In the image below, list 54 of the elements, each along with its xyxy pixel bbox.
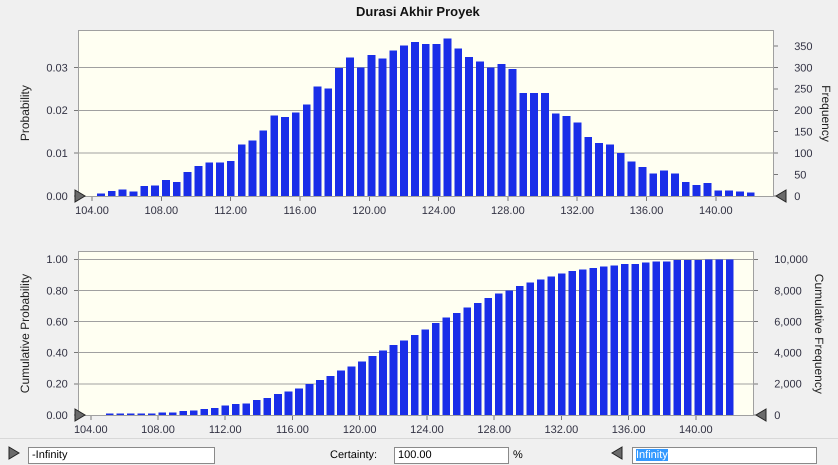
- x-tick-label: 132.00: [544, 424, 578, 436]
- y-axis-title: Cumulative Probability: [18, 274, 32, 394]
- y2-tick-label: 0: [794, 190, 800, 203]
- x-tick-label: 116.00: [276, 424, 309, 436]
- x-tick-label: 120.00: [352, 205, 386, 218]
- x-tick-label: 132.00: [560, 205, 594, 218]
- text: Infinity: [636, 449, 668, 461]
- y2-tick-label: 0: [774, 410, 780, 422]
- x-tick-label: 108.00: [144, 205, 178, 218]
- y2-tick-label: 100: [794, 148, 813, 160]
- y2-tick-label: 300: [794, 62, 813, 74]
- y2-tick-label: 350: [794, 40, 813, 53]
- x-tick-label: 136.00: [612, 424, 646, 436]
- y2-tick-label: 6,000: [774, 316, 802, 328]
- chart-title: Durasi Akhir Proyek: [356, 4, 481, 19]
- text: -Infinity: [32, 449, 68, 461]
- text: 100.00: [398, 449, 432, 461]
- x-tick-label: 124.00: [422, 205, 456, 218]
- x-tick-label: 120.00: [342, 424, 377, 436]
- x-tick-label: 108.00: [141, 424, 175, 436]
- y-tick-label: 0.00: [46, 190, 68, 203]
- y2-tick-label: 4,000: [774, 348, 802, 360]
- x-tick-label: 112.00: [208, 424, 242, 436]
- y-tick-label: 1.00: [46, 254, 68, 266]
- y2-tick-label: 250: [794, 84, 813, 96]
- x-tick-label: 128.00: [491, 205, 525, 218]
- x-tick-label: 136.00: [630, 205, 664, 218]
- y-tick-label: 0.80: [46, 285, 68, 298]
- y-tick-label: 0.02: [46, 105, 68, 118]
- y2-axis-title: Cumulative Frequency: [812, 274, 826, 394]
- y-tick-label: 0.20: [46, 378, 68, 391]
- x-tick-label: 140.00: [679, 424, 713, 436]
- text: %: [513, 448, 523, 463]
- y2-tick-label: 2,000: [774, 378, 802, 391]
- y-tick-label: 0.01: [46, 148, 68, 160]
- y2-axis-title: Frequency: [818, 85, 833, 142]
- x-tick-label: 112.00: [214, 205, 248, 218]
- y-tick-label: 0.60: [46, 316, 68, 328]
- x-tick-label: 104.00: [74, 424, 108, 436]
- x-tick-label: 124.00: [410, 424, 444, 436]
- y2-tick-label: 150: [794, 126, 813, 139]
- y-axis-title: Probability: [18, 85, 32, 142]
- y2-tick-label: 200: [794, 105, 813, 118]
- y-tick-label: 0.40: [46, 348, 68, 360]
- x-tick-label: 116.00: [284, 205, 316, 218]
- y2-tick-label: 10,000: [774, 254, 808, 266]
- y2-tick-label: 50: [794, 169, 806, 182]
- text: Certainty:: [330, 448, 378, 463]
- x-tick-label: 128.00: [477, 424, 511, 436]
- y-tick-label: 0.00: [46, 410, 68, 422]
- x-tick-label: 104.00: [75, 205, 109, 218]
- y-tick-label: 0.03: [46, 62, 68, 74]
- x-tick-label: 140.00: [698, 205, 733, 218]
- y2-tick-label: 8,000: [774, 285, 802, 298]
